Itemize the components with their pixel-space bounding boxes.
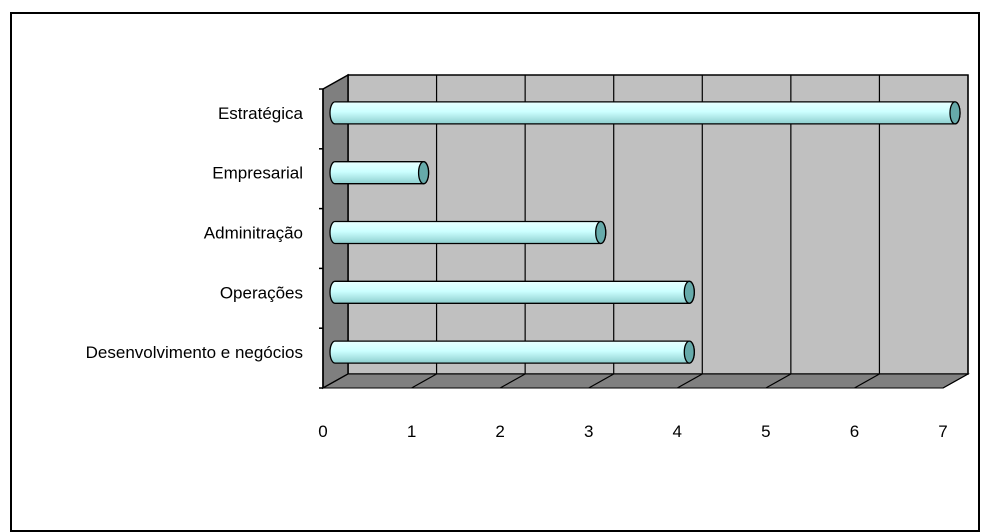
bar-body — [330, 281, 694, 303]
x-tick-label: 7 — [938, 422, 947, 441]
category-label: Empresarial — [212, 164, 303, 183]
bar — [330, 162, 429, 184]
bar — [330, 281, 694, 303]
x-tick-label: 5 — [761, 422, 770, 441]
bar-cap — [950, 102, 960, 124]
x-tick-label: 6 — [850, 422, 859, 441]
bar — [330, 341, 694, 363]
x-tick-label: 3 — [584, 422, 593, 441]
bar-cap — [684, 341, 694, 363]
bar — [330, 102, 960, 124]
category-label: Estratégica — [218, 104, 304, 123]
x-tick-label: 4 — [673, 422, 682, 441]
bar-cap — [596, 222, 606, 244]
bar-body — [330, 162, 429, 184]
floor — [323, 374, 968, 388]
bar-body — [330, 102, 960, 124]
bar-body — [330, 222, 606, 244]
category-label: Operações — [220, 283, 303, 302]
x-tick-label: 1 — [407, 422, 416, 441]
bar-chart: Desenvolvimento e negócios Operações Admin… — [0, 0, 984, 513]
x-tick-label: 0 — [318, 422, 327, 441]
bar — [330, 222, 606, 244]
bar-body — [330, 341, 694, 363]
bar-cap — [419, 162, 429, 184]
x-tick-label: 2 — [495, 422, 504, 441]
category-label: Desenvolvimento e negócios — [86, 343, 303, 362]
category-label: Adminitração — [204, 224, 303, 243]
bar-cap — [684, 281, 694, 303]
